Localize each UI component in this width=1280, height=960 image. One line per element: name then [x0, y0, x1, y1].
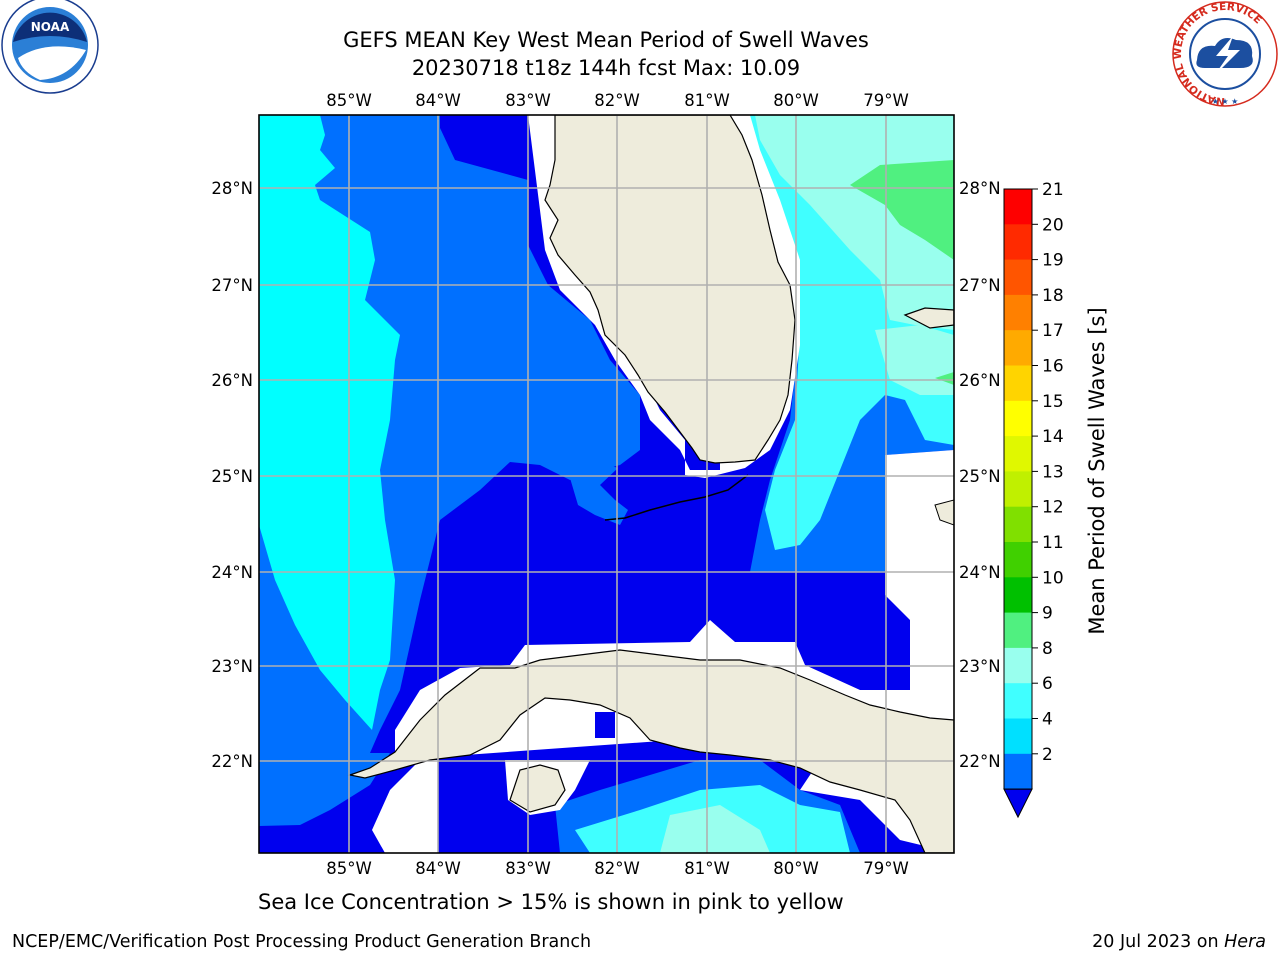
- lon-label-bottom: 81°W: [684, 859, 730, 878]
- colorbar-tick-label: 12: [1042, 498, 1064, 518]
- lat-label-right: 22°N: [959, 752, 1001, 771]
- swell-field-4-6s-south: [259, 705, 300, 753]
- colorbar-tick-label: 9: [1042, 604, 1053, 624]
- colorbar-swatch: [1004, 400, 1032, 437]
- lat-label-left: 28°N: [211, 179, 253, 198]
- swell-field-south-8-9s: [660, 805, 770, 853]
- credit-right: 20 Jul 2023 on Hera: [1092, 932, 1266, 952]
- colorbar-tick-label: 4: [1042, 710, 1053, 730]
- florida-land: [544, 115, 796, 464]
- svg-text:★ ★ ★: ★ ★ ★: [1212, 97, 1239, 106]
- colorbar-tick-label: 20: [1042, 215, 1064, 235]
- lat-label-right: 24°N: [959, 563, 1001, 582]
- svg-text:NOAA: NOAA: [31, 20, 70, 34]
- lat-label-right: 25°N: [959, 467, 1001, 486]
- swell-field-6-8s: [259, 115, 400, 730]
- colorbar-swatch: [1004, 647, 1032, 684]
- colorbar-tick-label: 13: [1042, 462, 1064, 482]
- colorbar-swatch: [1004, 436, 1032, 472]
- colorbar: 21 20 19 18 17 16 15 14 13 12 11 10 9 8 6 4 2: [1003, 180, 1064, 819]
- colorbar-swatch: [1004, 224, 1032, 261]
- chart-subtitle: 20230718 t18z 144h fcst Max: 10.09: [411, 56, 801, 80]
- lon-label-top: 82°W: [594, 91, 640, 110]
- credit-host: Hera: [1224, 932, 1266, 952]
- lat-label-right: 26°N: [959, 371, 1001, 390]
- keys-coast: [604, 474, 749, 521]
- map-gridlines: [259, 115, 954, 853]
- lon-label-bottom: 82°W: [594, 859, 640, 878]
- colorbar-swatch: [1004, 683, 1032, 719]
- lat-label-left: 23°N: [211, 657, 253, 676]
- swell-field-atlantic-8-9s-b: [875, 325, 954, 395]
- colorbar-tick-label: 15: [1042, 392, 1064, 412]
- lat-label-left: 26°N: [211, 371, 253, 390]
- lon-label-top: 81°W: [684, 91, 730, 110]
- colorbar-tick-label: 14: [1042, 427, 1064, 447]
- colorbar-tick-label: 11: [1042, 533, 1064, 553]
- lon-label-top: 79°W: [863, 91, 909, 110]
- lon-label-top: 84°W: [415, 91, 461, 110]
- colorbar-swatch: [1004, 506, 1032, 543]
- colorbar-swatch: [1004, 577, 1032, 614]
- colorbar-tick-label: 10: [1042, 568, 1064, 588]
- lat-label-left: 27°N: [211, 276, 253, 295]
- colorbar-extend-arrow: [1003, 788, 1033, 819]
- chart-title: GEFS MEAN Key West Mean Period of Swell …: [343, 28, 869, 52]
- swell-field-4-6s-keys: [570, 462, 628, 525]
- lat-label-left: 24°N: [211, 563, 253, 582]
- map-frame: [258, 114, 955, 854]
- colorbar-tick-label: 17: [1042, 321, 1064, 341]
- no-data-sw-box: [595, 712, 615, 738]
- colorbar-tick-label: 19: [1042, 251, 1064, 271]
- credit-date: 20 Jul 2023 on: [1092, 932, 1225, 952]
- colorbar-tick-label: 8: [1042, 639, 1053, 659]
- colorbar-swatch: [1004, 612, 1032, 649]
- colorbar-swatch: [1004, 365, 1032, 402]
- colorbar-swatch: [1004, 753, 1032, 790]
- credit-left: NCEP/EMC/Verification Post Processing Pr…: [12, 932, 592, 952]
- colorbar-swatch: [1004, 259, 1032, 296]
- lat-label-right: 27°N: [959, 276, 1001, 295]
- lon-label-bottom: 85°W: [326, 859, 372, 878]
- map-area: [259, 115, 954, 853]
- colorbar-swatch: [1004, 189, 1032, 225]
- colorbar-tick-label: 6: [1042, 674, 1053, 694]
- colorbar-swatch: [1004, 718, 1032, 755]
- lon-label-bottom: 80°W: [773, 859, 819, 878]
- colorbar-tick-label: 18: [1042, 286, 1064, 306]
- colorbar-swatch: [1004, 542, 1032, 578]
- colorbar-frame: [1003, 188, 1033, 790]
- no-data-south: [372, 760, 438, 853]
- noaa-logo: NOAA: [1, 0, 99, 94]
- swell-field-atlantic-9-10s-b: [935, 372, 954, 385]
- lon-label-top: 80°W: [773, 91, 819, 110]
- swell-field-4-6s-sw: [259, 753, 390, 826]
- sea-ice-note: Sea Ice Concentration > 15% is shown in …: [258, 890, 844, 914]
- colorbar-tick-label: 21: [1042, 180, 1064, 200]
- lon-label-bottom: 83°W: [505, 859, 551, 878]
- cuba-land: [347, 649, 954, 853]
- lon-label-bottom: 79°W: [863, 859, 909, 878]
- swell-field-atlantic-9-10s: [850, 160, 954, 260]
- lon-label-bottom: 84°W: [415, 859, 461, 878]
- colorbar-swatch: [1004, 471, 1032, 508]
- bahamas-land: [903, 307, 954, 329]
- andros-land: [934, 499, 954, 526]
- lat-label-left: 22°N: [211, 752, 253, 771]
- nws-logo: NATIONAL WEATHER SERVICE ★ ★ ★: [1172, 1, 1278, 107]
- lat-label-right: 23°N: [959, 657, 1001, 676]
- colorbar-label: Mean Period of Swell Waves [s]: [1085, 307, 1109, 634]
- lat-label-right: 28°N: [959, 179, 1001, 198]
- lat-label-left: 25°N: [211, 467, 253, 486]
- isla-de-juventud: [509, 764, 566, 813]
- lon-label-top: 83°W: [505, 91, 551, 110]
- colorbar-swatch: [1004, 294, 1032, 331]
- colorbar-swatch: [1004, 330, 1032, 366]
- colorbar-tick-label: 2: [1042, 745, 1053, 765]
- colorbar-tick-label: 16: [1042, 357, 1064, 377]
- lon-label-top: 85°W: [326, 91, 372, 110]
